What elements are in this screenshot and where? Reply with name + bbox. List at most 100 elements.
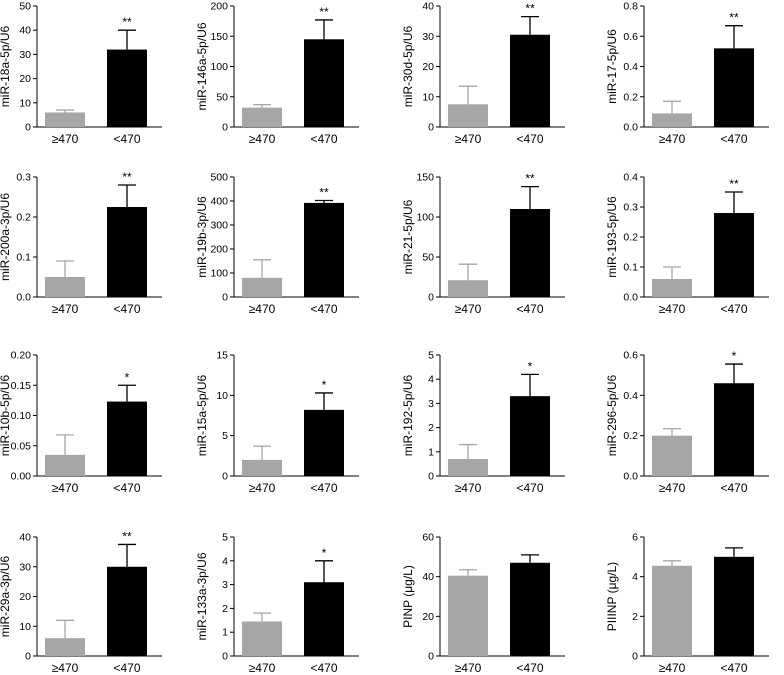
y-tick-label: 0.10: [11, 410, 32, 422]
bar-ge470: [448, 575, 488, 656]
bar-ge470: [652, 113, 692, 127]
y-tick-label: 5: [222, 430, 228, 442]
bar-lt470: [510, 396, 550, 476]
bar-ge470: [652, 565, 692, 656]
significance-marker: **: [319, 5, 329, 19]
bar-lt470: [510, 562, 550, 656]
x-tick-label: <470: [113, 481, 140, 495]
significance-marker: **: [729, 11, 739, 25]
y-axis-label: PIIINP (μg/L): [605, 562, 619, 631]
significance-marker: **: [122, 529, 132, 543]
bar-lt470: [714, 213, 754, 297]
y-tick-label: 50: [19, 1, 31, 13]
y-tick-label: 0: [428, 122, 434, 134]
y-axis-label: miR-192-5p/U6: [401, 374, 415, 456]
y-axis-label: miR-133a-3p/U6: [195, 552, 209, 640]
bar-lt470: [304, 409, 344, 476]
y-tick-label: 0.2: [623, 91, 638, 103]
y-tick-label: 0: [222, 471, 228, 483]
panel-14: 0 1 2 3 4 5 miR-133a-3p/U6 ≥470 <470 *: [195, 532, 359, 675]
x-tick-label: ≥470: [455, 132, 482, 146]
x-tick-label: <470: [310, 132, 337, 146]
x-tick-label: ≥470: [52, 481, 79, 495]
panel-1: 0 10 20 30 40 50 miR-18a-5p/U6 ≥470 <470 **: [0, 1, 162, 146]
x-tick-label: ≥470: [659, 661, 686, 675]
y-tick-label: 2: [428, 422, 434, 434]
panel-15: 0 20 40 60 PINP (μg/L) ≥470 <470: [401, 532, 565, 675]
y-tick-label: 0.0: [623, 122, 638, 134]
y-tick-label: 40: [422, 1, 434, 13]
y-tick-label: 0: [25, 651, 31, 663]
x-tick-label: ≥470: [249, 481, 276, 495]
bar-ge470: [448, 280, 488, 297]
y-tick-label: 0.2: [623, 430, 638, 442]
y-axis-label: miR-10b-5p/U6: [0, 374, 12, 456]
y-tick-label: 0: [25, 122, 31, 134]
y-axis-label: miR-200a-3p/U6: [0, 193, 12, 281]
y-tick-label: 40: [422, 571, 434, 583]
y-tick-label: 40: [19, 25, 31, 37]
y-tick-label: 6: [632, 532, 638, 544]
panel-16: 0 2 4 6 PIIINP (μg/L) ≥470 <470: [605, 532, 769, 675]
bar-lt470: [510, 34, 550, 127]
y-tick-label: 1: [428, 446, 434, 458]
y-tick-label: 0.0: [623, 471, 638, 483]
y-tick-label: 0.15: [11, 380, 32, 392]
panel-3: 0 10 20 30 40 miR-30d-5p/U6 ≥470 <470 **: [401, 1, 565, 146]
x-tick-label: <470: [516, 302, 543, 316]
y-tick-label: 2: [222, 603, 228, 615]
y-tick-label: 0.4: [623, 390, 638, 402]
y-tick-label: 100: [416, 212, 434, 224]
y-tick-label: 500: [210, 172, 228, 184]
y-tick-label: 3: [222, 579, 228, 591]
y-tick-label: 0: [632, 651, 638, 663]
y-tick-label: 150: [210, 31, 228, 43]
y-tick-label: 0.3: [623, 202, 638, 214]
y-tick-label: 1: [222, 627, 228, 639]
y-tick-label: 0.2: [16, 212, 31, 224]
panel-7: 0 50 100 150 miR-21-5p/U6 ≥470 <470 **: [401, 172, 565, 316]
bar-ge470: [45, 277, 85, 297]
x-tick-label: ≥470: [659, 302, 686, 316]
y-tick-label: 20: [422, 61, 434, 73]
y-tick-label: 100: [210, 61, 228, 73]
bar-lt470: [107, 207, 147, 297]
y-tick-label: 0: [428, 471, 434, 483]
significance-marker: *: [528, 359, 533, 373]
y-tick-label: 0: [222, 122, 228, 134]
y-tick-label: 0.6: [623, 350, 638, 362]
bar-lt470: [304, 39, 344, 127]
y-tick-label: 0.1: [16, 252, 31, 264]
significance-marker: **: [525, 2, 535, 16]
y-tick-label: 0.2: [623, 232, 638, 244]
panel-4: 0.0 0.2 0.4 0.6 0.8 miR-17-5p/U6 ≥470 <470 **: [605, 1, 769, 146]
bar-lt470: [714, 383, 754, 476]
significance-marker: *: [732, 349, 737, 363]
y-axis-label: PINP (μg/L): [401, 565, 415, 628]
y-axis-label: miR-15a-5p/U6: [195, 374, 209, 456]
significance-marker: **: [122, 15, 132, 29]
x-tick-label: ≥470: [659, 132, 686, 146]
x-tick-label: <470: [516, 132, 543, 146]
bar-ge470: [45, 112, 85, 127]
x-tick-label: <470: [113, 132, 140, 146]
bar-ge470: [45, 454, 85, 476]
panel-12: 0.0 0.2 0.4 0.6 miR-296-5p/U6 ≥470 <470 *: [605, 349, 769, 495]
bar-ge470: [242, 277, 282, 297]
significance-marker: **: [525, 172, 535, 186]
y-axis-label: miR-296-5p/U6: [605, 374, 619, 456]
panel-11: 0 1 2 3 4 5 miR-192-5p/U6 ≥470 <470 *: [401, 350, 565, 495]
bar-ge470: [448, 459, 488, 476]
y-tick-label: 30: [19, 561, 31, 573]
x-tick-label: <470: [113, 302, 140, 316]
x-tick-label: <470: [720, 132, 747, 146]
y-tick-label: 0.4: [623, 61, 638, 73]
x-tick-label: ≥470: [455, 302, 482, 316]
y-axis-label: miR-193-5p/U6: [605, 196, 619, 278]
y-axis-label: miR-19b-3p/U6: [195, 196, 209, 278]
significance-marker: **: [319, 186, 329, 200]
x-tick-label: ≥470: [659, 481, 686, 495]
x-tick-label: ≥470: [52, 132, 79, 146]
